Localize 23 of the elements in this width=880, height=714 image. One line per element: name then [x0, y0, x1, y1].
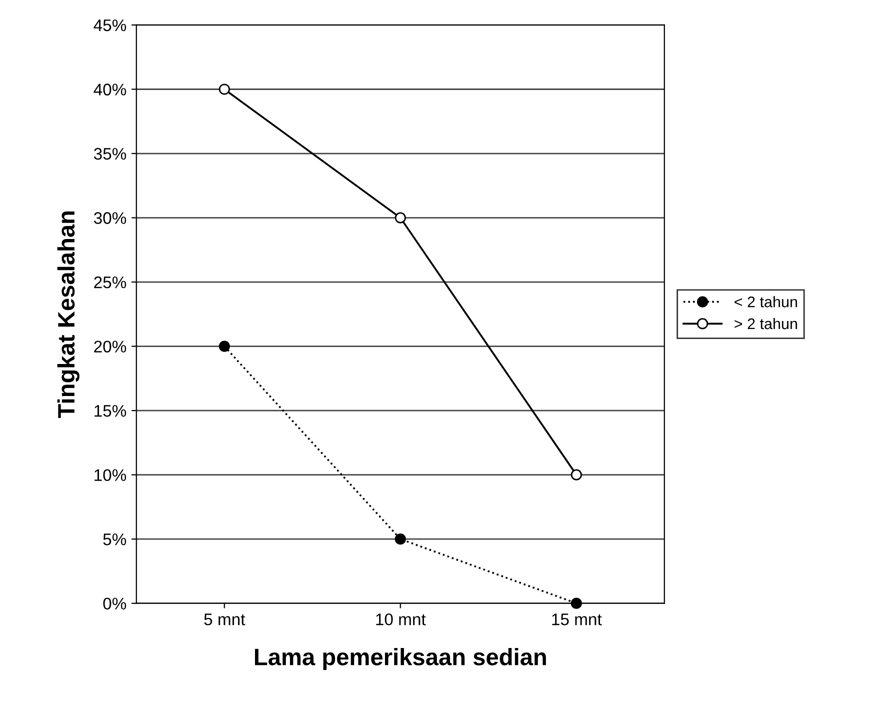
x-tick-label: 10 mnt	[376, 613, 426, 626]
y-tick-label: 0%	[103, 598, 126, 610]
y-tick-label: 30%	[94, 212, 126, 224]
y-axis-title: Tingkat Kesalahan	[57, 212, 80, 418]
x-tick-label: 15 mnt	[552, 614, 602, 626]
point	[218, 340, 230, 352]
legend-label: < 2 tahun	[734, 296, 797, 308]
y-tick-label: 25%	[94, 276, 126, 288]
legend-label: > 2 tahun	[734, 318, 797, 330]
point	[570, 598, 582, 609]
y-tick-label: 5%	[103, 534, 126, 546]
x-axis-title: Lama pemeriksaan sedian	[255, 648, 546, 670]
x-tick-label: 5 mnt	[204, 614, 246, 626]
point	[570, 469, 582, 480]
point	[394, 534, 406, 545]
y-tick-label: 40%	[94, 84, 126, 96]
y-tick-label: 10%	[94, 469, 126, 482]
point	[218, 84, 230, 95]
y-tick-label: 15%	[94, 405, 126, 417]
y-tick-label: 45%	[94, 19, 126, 32]
y-tick-label: 20%	[94, 340, 126, 352]
y-tick-label: 35%	[94, 148, 126, 160]
point	[394, 212, 406, 224]
